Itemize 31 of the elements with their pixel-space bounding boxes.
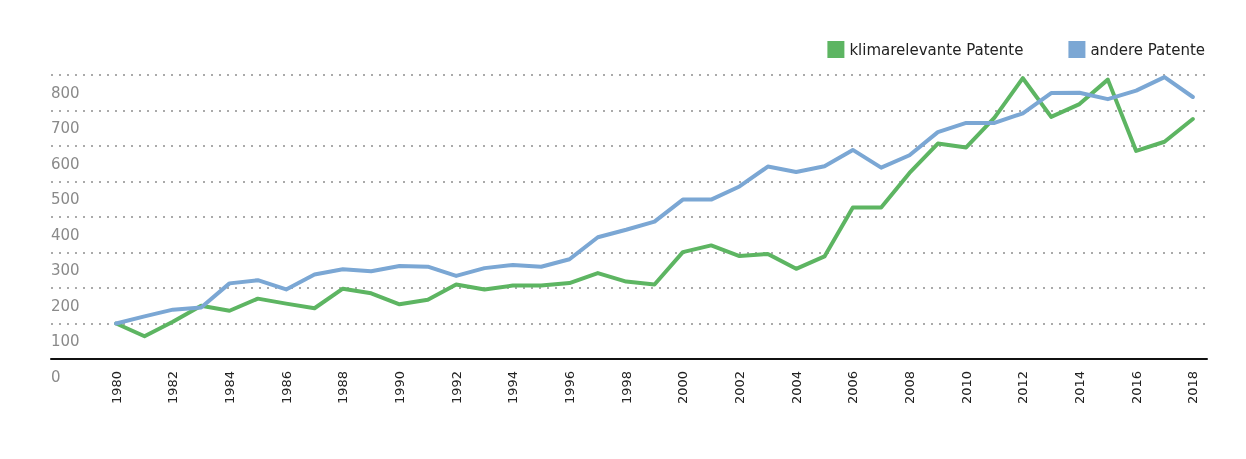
x-tick-label: 1984 <box>222 371 237 405</box>
y-tick-label: 700 <box>51 119 80 137</box>
x-tick-label: 2018 <box>1185 371 1201 405</box>
x-tick-label: 1996 <box>562 371 577 405</box>
y-tick-label: 600 <box>51 154 80 173</box>
x-tick-label: 2010 <box>958 371 974 405</box>
legend-label: andere Patente <box>1090 40 1206 59</box>
y-tick-label: 200 <box>51 296 80 315</box>
x-tick-label: 2012 <box>1015 371 1031 405</box>
x-tick-label: 1998 <box>618 371 634 405</box>
y-tick-label: 400 <box>51 225 80 244</box>
x-tick-label: 1982 <box>165 371 181 405</box>
x-tick-label: 2016 <box>1128 371 1144 405</box>
x-tick-label: 2002 <box>732 371 747 405</box>
y-tick-label: 100 <box>51 332 80 350</box>
y-tick-label: 800 <box>51 83 80 102</box>
x-tick-label: 1992 <box>448 371 464 405</box>
x-tick-label: 1994 <box>505 371 521 405</box>
y-tick-label: 0 <box>51 367 61 386</box>
x-tick-label: 1988 <box>335 371 351 405</box>
x-tick-label: 2004 <box>788 371 804 405</box>
y-tick-label: 300 <box>51 261 80 279</box>
x-tick-label: 2014 <box>1072 371 1087 405</box>
y-tick-label: 500 <box>51 190 80 208</box>
x-tick-label: 1990 <box>392 371 407 405</box>
x-tick-label: 1986 <box>278 371 294 405</box>
x-tick-label: 2008 <box>902 371 917 405</box>
x-tick-label: 2006 <box>845 371 861 405</box>
x-tick-label: 1980 <box>108 371 124 405</box>
x-tick-label: 2000 <box>675 371 691 405</box>
legend-label: klimarelevante Patente <box>849 40 1024 59</box>
